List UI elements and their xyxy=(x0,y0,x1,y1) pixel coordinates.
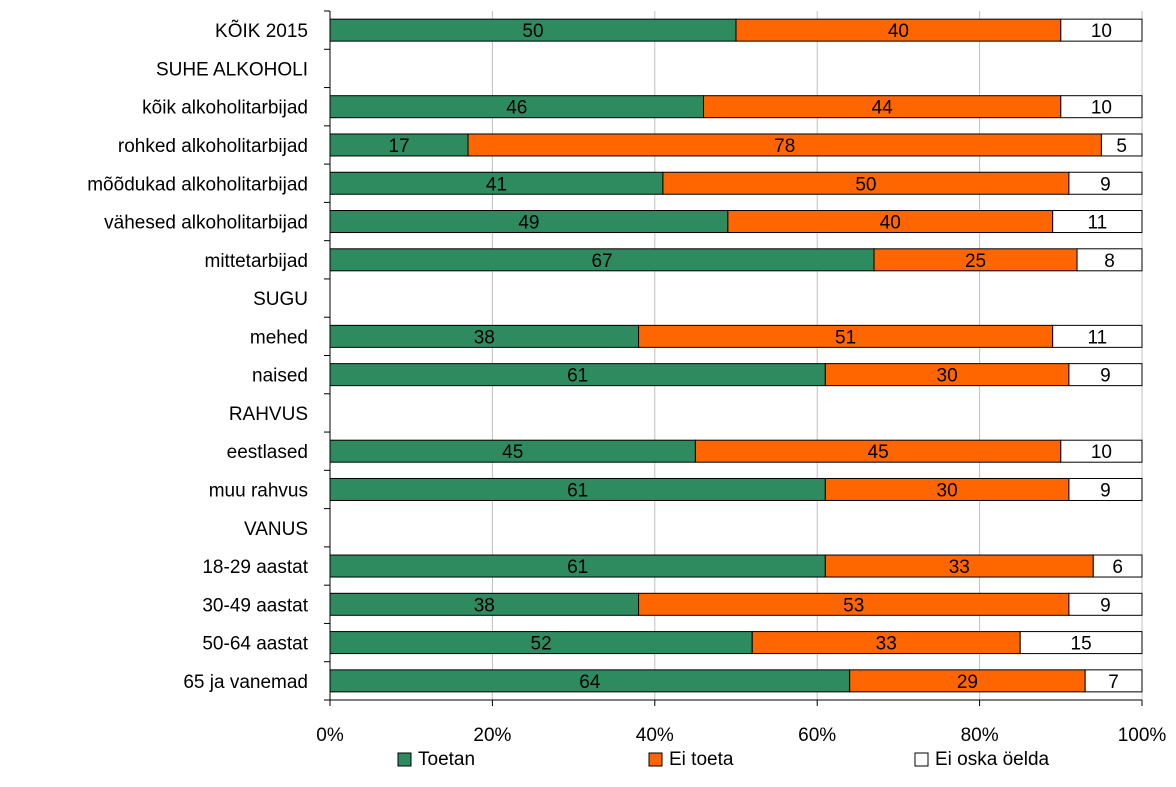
data-label: 11 xyxy=(1087,213,1107,234)
bar-segment xyxy=(1068,171,1143,195)
data-label: 51 xyxy=(835,327,856,348)
category-label: muu rahvus xyxy=(209,480,308,501)
category-label: mehed xyxy=(250,327,308,348)
legend-label: Toetan xyxy=(418,749,475,770)
bar-segment xyxy=(1068,477,1143,501)
legend-swatch xyxy=(397,752,412,767)
data-label: 15 xyxy=(1071,634,1092,655)
data-label: 9 xyxy=(1100,174,1111,195)
data-label: 25 xyxy=(965,251,986,272)
data-label: 67 xyxy=(591,251,612,272)
grid-lines xyxy=(491,11,1143,700)
axes xyxy=(324,10,1143,706)
bar-segment xyxy=(1019,631,1143,655)
data-label: 64 xyxy=(579,672,601,693)
data-label: 44 xyxy=(872,98,894,119)
data-label: 6 xyxy=(1112,557,1123,578)
data-label: 30 xyxy=(937,366,958,387)
category-label: KÕIK 2015 xyxy=(215,20,308,42)
legend: Toetan Ei toeta Ei oska öelda xyxy=(397,749,1050,770)
data-label: 33 xyxy=(876,634,897,655)
data-label: 30 xyxy=(937,480,958,501)
category-label: mõõdukad alkoholitarbijad xyxy=(87,174,308,195)
category-label: rohked alkoholitarbijad xyxy=(118,136,308,157)
x-tick-label: 0% xyxy=(316,725,344,746)
data-label: 40 xyxy=(888,21,909,42)
category-label: 30-49 aastat xyxy=(202,595,308,616)
data-label: 11 xyxy=(1087,327,1107,348)
bar-segment xyxy=(1052,324,1143,348)
data-label: 61 xyxy=(567,480,588,501)
bar-segment xyxy=(1060,95,1143,119)
data-label: 53 xyxy=(843,595,864,616)
data-label: 10 xyxy=(1091,98,1112,119)
category-label: kõik alkoholitarbijad xyxy=(142,98,308,119)
legend-swatch xyxy=(914,752,929,767)
legend-swatch xyxy=(648,752,663,767)
bar-segment xyxy=(1100,133,1143,157)
category-labels: KÕIK 2015 SUHE ALKOHOLI kõik alkoholitarbi… xyxy=(87,20,308,693)
category-label: vähesed alkoholitarbijad xyxy=(104,213,308,234)
data-label: 52 xyxy=(531,634,552,655)
data-label: 29 xyxy=(957,672,978,693)
bar-segment xyxy=(1084,669,1143,693)
category-label: SUGU xyxy=(253,289,308,310)
x-tick-label: 60% xyxy=(798,725,836,746)
category-label: VANUS xyxy=(244,519,308,540)
data-label: 38 xyxy=(474,595,495,616)
data-label: 9 xyxy=(1100,480,1111,501)
data-label: 10 xyxy=(1091,21,1112,42)
category-label: 50-64 aastat xyxy=(202,634,308,655)
bar-segment xyxy=(1060,439,1143,463)
data-label: 50 xyxy=(522,21,543,42)
data-label: 50 xyxy=(855,174,876,195)
data-label: 40 xyxy=(880,213,901,234)
data-label: 61 xyxy=(567,366,588,387)
x-tick-label: 40% xyxy=(636,725,674,746)
bar-segment xyxy=(1092,554,1143,578)
category-label: eestlased xyxy=(227,442,308,463)
data-label: 9 xyxy=(1100,595,1111,616)
legend-label: Ei toeta xyxy=(669,749,734,770)
category-label: SUHE ALKOHOLI xyxy=(156,59,308,80)
data-label: 17 xyxy=(388,136,409,157)
data-label: 9 xyxy=(1100,366,1111,387)
data-label: 8 xyxy=(1104,251,1115,272)
x-tick-labels: 0% 20% 40% 60% 80% 100% xyxy=(316,725,1166,746)
data-label: 33 xyxy=(949,557,970,578)
bar-segment xyxy=(1068,592,1143,616)
category-label: RAHVUS xyxy=(229,404,308,425)
data-label: 45 xyxy=(868,442,889,463)
bar-segment xyxy=(1052,210,1143,234)
x-tick-label: 20% xyxy=(473,725,511,746)
data-label: 46 xyxy=(506,98,527,119)
bar-segment xyxy=(1060,18,1143,42)
data-label: 49 xyxy=(518,213,539,234)
bar-segment xyxy=(1076,248,1143,272)
data-label: 10 xyxy=(1091,442,1112,463)
category-label: mittetarbijad xyxy=(205,251,309,272)
data-label: 7 xyxy=(1108,672,1119,693)
data-label: 41 xyxy=(486,174,507,195)
category-label: 18-29 aastat xyxy=(202,557,308,578)
data-label: 45 xyxy=(502,442,523,463)
data-label: 78 xyxy=(774,136,795,157)
bar-segment xyxy=(1068,363,1143,387)
x-tick-label: 80% xyxy=(961,725,999,746)
legend-label: Ei oska öelda xyxy=(935,749,1050,770)
category-label: 65 ja vanemad xyxy=(183,672,308,693)
data-label: 61 xyxy=(567,557,588,578)
data-label: 38 xyxy=(474,327,495,348)
x-tick-label: 100% xyxy=(1118,725,1167,746)
category-label: naised xyxy=(252,366,308,387)
data-label: 5 xyxy=(1116,136,1127,157)
